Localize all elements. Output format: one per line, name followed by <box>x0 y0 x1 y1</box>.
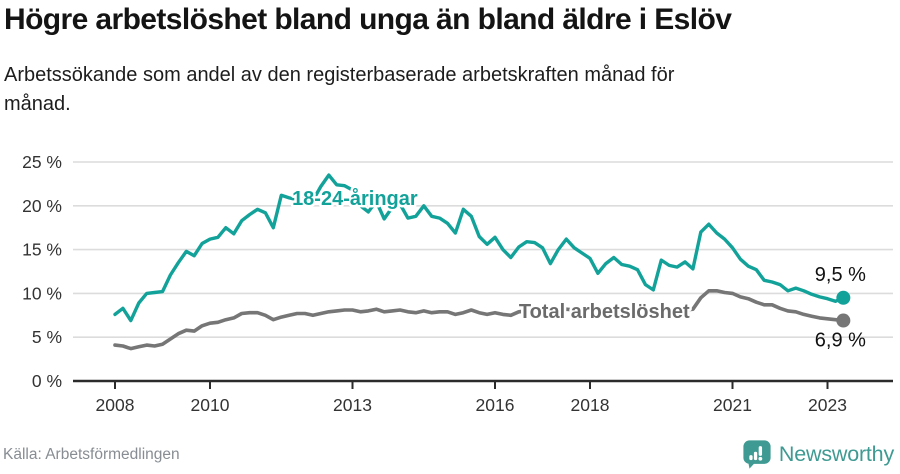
series-end-value-label-1: 6,9 % <box>815 330 866 352</box>
x-tick-label: 2023 <box>808 395 847 415</box>
chart-subtitle-line1: Arbetssökande som andel av den registerb… <box>4 64 675 86</box>
series-name-label-0: 18-24-åringar <box>292 187 418 210</box>
y-tick-label: 10 % <box>22 283 62 303</box>
series-line-1 <box>113 288 846 351</box>
page-title: Högre arbetslöshet bland unga än bland ä… <box>4 3 732 36</box>
x-tick-label: 2021 <box>713 395 752 415</box>
y-tick-label: 20 % <box>22 196 62 216</box>
x-tick-label: 2018 <box>571 395 610 415</box>
y-tick-label: 15 % <box>22 240 62 260</box>
y-tick-label: 0 % <box>32 371 62 391</box>
series-end-value-label-0: 9,5 % <box>815 264 866 286</box>
newsworthy-logo: Newsworthy <box>742 439 894 469</box>
series-end-dot-1 <box>836 313 851 328</box>
chart-subtitle: Arbetssökande som andel av den registerb… <box>4 61 864 119</box>
x-tick-label: 2016 <box>476 395 515 415</box>
series-line-0 <box>113 173 845 323</box>
y-tick-label: 5 % <box>32 327 62 347</box>
newsworthy-logo-icon <box>743 440 771 469</box>
x-tick-label: 2010 <box>191 395 230 415</box>
x-tick-label: 2008 <box>96 395 135 415</box>
source-credit: Källa: Arbetsförmedlingen <box>3 446 180 463</box>
chart-subtitle-line2: månad. <box>4 93 71 115</box>
x-tick-label: 2013 <box>333 395 372 415</box>
series-name-label-1: Total arbetslöshet <box>519 301 690 323</box>
y-tick-label: 25 % <box>22 152 62 172</box>
series-end-dot-0 <box>836 290 851 305</box>
newsworthy-logo-text: Newsworthy <box>778 441 894 466</box>
